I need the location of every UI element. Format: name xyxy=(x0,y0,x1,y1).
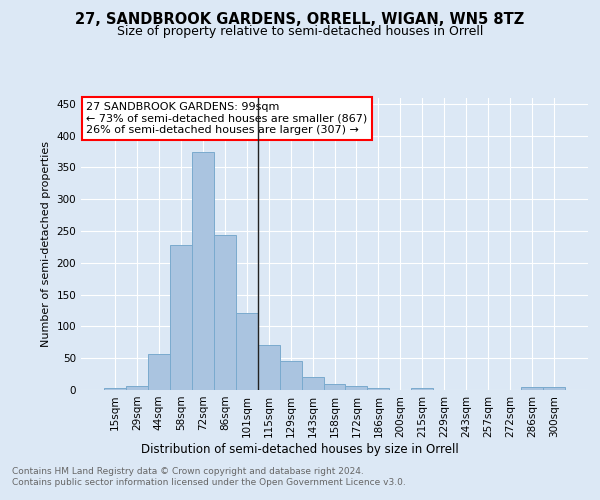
Text: Size of property relative to semi-detached houses in Orrell: Size of property relative to semi-detach… xyxy=(117,25,483,38)
Bar xyxy=(412,388,433,390)
Bar xyxy=(126,386,148,390)
Text: Distribution of semi-detached houses by size in Orrell: Distribution of semi-detached houses by … xyxy=(141,442,459,456)
Bar xyxy=(192,152,214,390)
Text: Contains HM Land Registry data © Crown copyright and database right 2024.
Contai: Contains HM Land Registry data © Crown c… xyxy=(12,468,406,487)
Bar xyxy=(257,346,280,390)
Bar xyxy=(214,236,236,390)
Bar xyxy=(302,376,323,390)
Bar xyxy=(323,384,346,390)
Bar xyxy=(236,313,257,390)
Bar xyxy=(148,354,170,390)
Bar xyxy=(280,362,302,390)
Bar xyxy=(104,388,126,390)
Bar xyxy=(346,386,367,390)
Y-axis label: Number of semi-detached properties: Number of semi-detached properties xyxy=(41,141,51,347)
Text: 27 SANDBROOK GARDENS: 99sqm
← 73% of semi-detached houses are smaller (867)
26% : 27 SANDBROOK GARDENS: 99sqm ← 73% of sem… xyxy=(86,102,367,135)
Bar xyxy=(170,245,192,390)
Text: 27, SANDBROOK GARDENS, ORRELL, WIGAN, WN5 8TZ: 27, SANDBROOK GARDENS, ORRELL, WIGAN, WN… xyxy=(76,12,524,28)
Bar xyxy=(367,388,389,390)
Bar xyxy=(521,388,543,390)
Bar xyxy=(543,388,565,390)
